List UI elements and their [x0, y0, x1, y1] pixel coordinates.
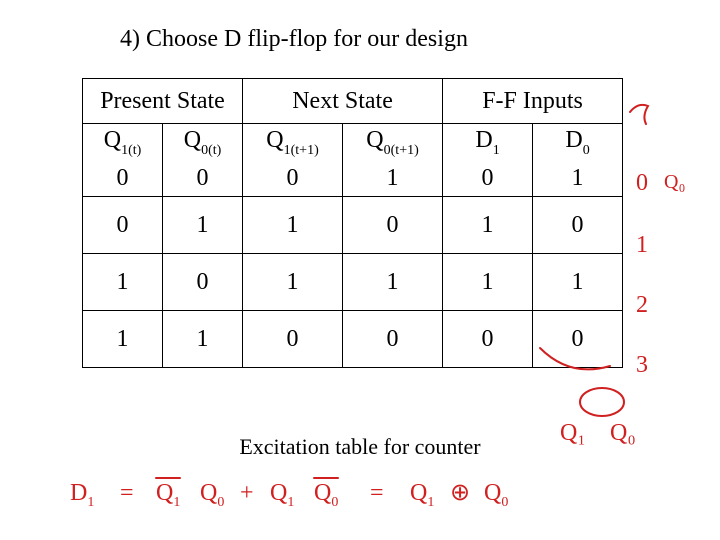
ink-state-2: 2 [636, 292, 648, 318]
svg-text:=: = [120, 480, 134, 506]
ink-state-1: 1 [636, 232, 648, 258]
table-row: 1 1 0 0 0 0 [83, 311, 623, 368]
cell: 0 [443, 311, 533, 368]
table-caption: Excitation table for counter [0, 434, 720, 460]
hdr-present-state: Present State [83, 79, 243, 124]
ink-scribble-icon [630, 105, 648, 124]
cell: 1 [243, 197, 343, 254]
svg-text:=: = [370, 480, 384, 506]
cell: 1 [533, 160, 623, 197]
cell: 0 [243, 311, 343, 368]
cell: 1 [533, 254, 623, 311]
cell: 1 [243, 254, 343, 311]
cell: 1 [83, 254, 163, 311]
cell: 1 [443, 197, 533, 254]
col-q1t: Q1(t) [83, 124, 163, 161]
svg-text:+: + [240, 480, 254, 506]
svg-text:Q1: Q1 [156, 480, 180, 510]
ink-state-0: 0 [636, 170, 648, 196]
ink-circle-icon [580, 388, 624, 416]
cell: 1 [443, 254, 533, 311]
table-row: 1 0 1 1 1 1 [83, 254, 623, 311]
svg-text:D1: D1 [70, 480, 94, 510]
col-q1t1: Q1(t+1) [243, 124, 343, 161]
table-row: 0 0 0 1 0 1 [83, 160, 623, 197]
svg-text:⊕: ⊕ [450, 480, 470, 506]
ink-equation: D1 = Q1 Q0 + Q1 Q0 = Q1 ⊕ Q0 [70, 478, 508, 510]
cell: 0 [443, 160, 533, 197]
excitation-table: Present State Next State F-F Inputs Q1(t… [82, 78, 623, 368]
cell: 1 [343, 254, 443, 311]
cell: 1 [83, 311, 163, 368]
col-q0t: Q0(t) [163, 124, 243, 161]
ink-q0-label: Q₀ [664, 171, 685, 193]
cell: 0 [343, 311, 443, 368]
table-row: 0 1 1 0 1 0 [83, 197, 623, 254]
cell: 0 [83, 160, 163, 197]
col-d0: D0 [533, 124, 623, 161]
step-title: 4) Choose D flip-flop for our design [120, 26, 468, 53]
table-sub-header: Q1(t) Q0(t) Q1(t+1) Q0(t+1) D1 D0 [83, 124, 623, 161]
cell: 0 [163, 160, 243, 197]
hdr-next-state: Next State [243, 79, 443, 124]
cell: 1 [163, 197, 243, 254]
cell: 0 [343, 197, 443, 254]
hdr-ff-inputs: F-F Inputs [443, 79, 623, 124]
cell: 0 [533, 197, 623, 254]
svg-text:Q0: Q0 [484, 480, 508, 510]
svg-text:Q0: Q0 [314, 480, 338, 510]
cell: 0 [83, 197, 163, 254]
col-d1: D1 [443, 124, 533, 161]
svg-text:Q1: Q1 [270, 480, 294, 510]
ink-state-3: 3 [636, 352, 648, 378]
col-q0t1: Q0(t+1) [343, 124, 443, 161]
cell: 0 [533, 311, 623, 368]
cell: 1 [343, 160, 443, 197]
cell: 0 [163, 254, 243, 311]
cell: 0 [243, 160, 343, 197]
table-group-header: Present State Next State F-F Inputs [83, 79, 623, 124]
svg-text:Q0: Q0 [200, 480, 224, 510]
cell: 1 [163, 311, 243, 368]
svg-text:Q1: Q1 [410, 480, 434, 510]
